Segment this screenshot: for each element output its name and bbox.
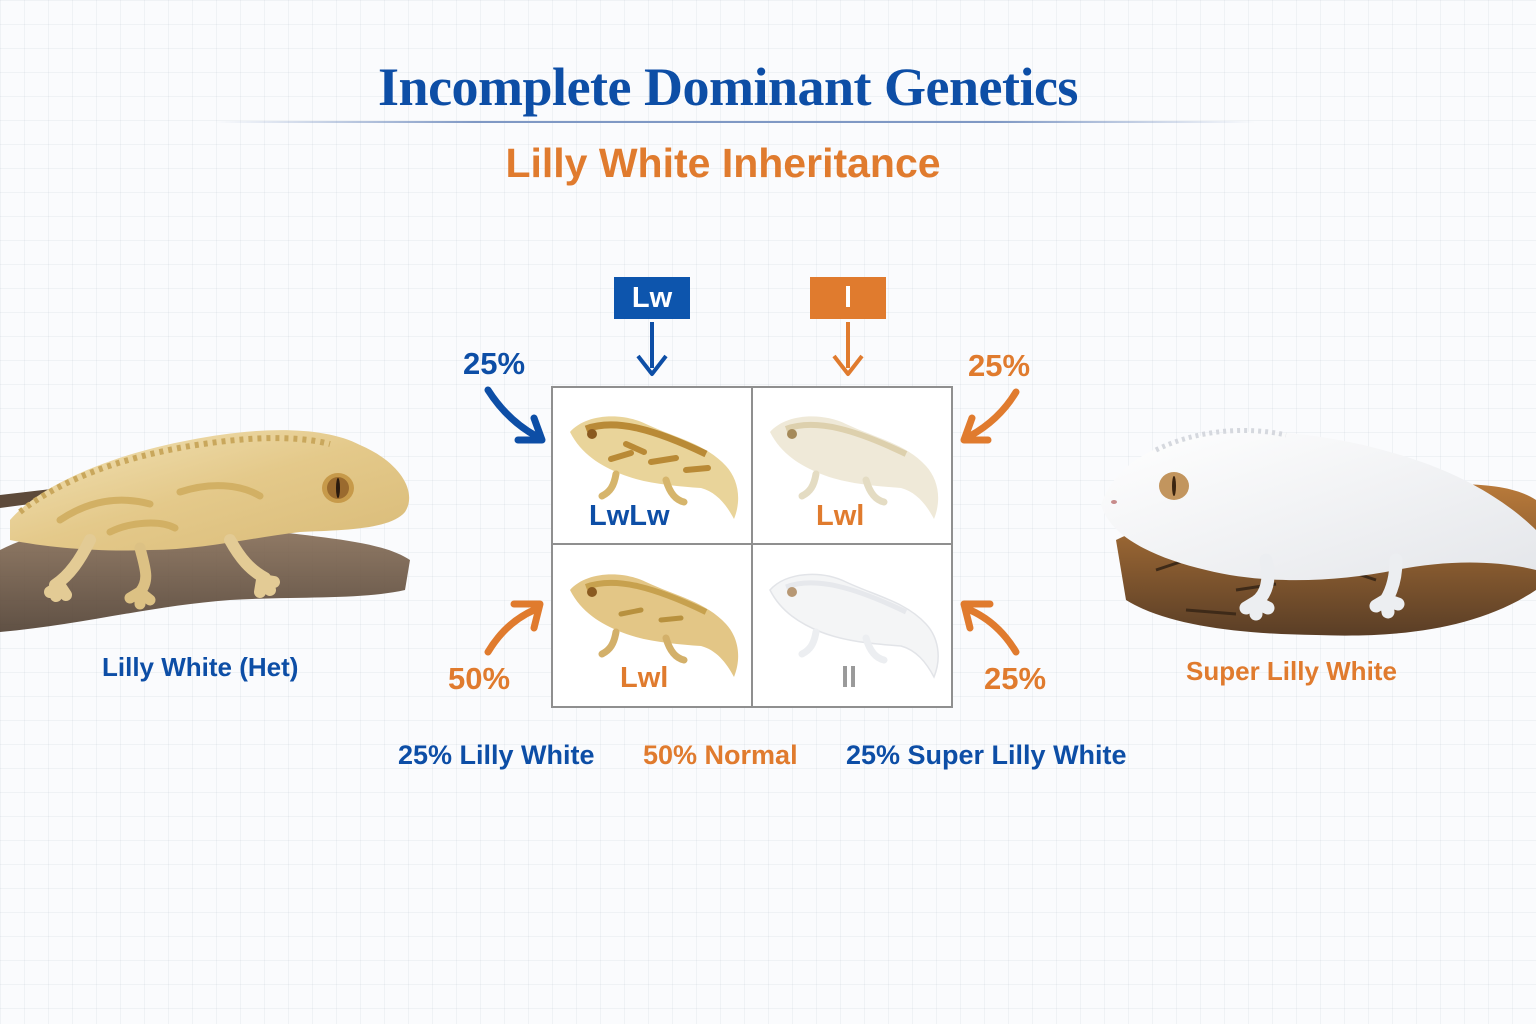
summary-lilly-white: 25% Lilly White	[398, 740, 595, 770]
top-right-percentage: 25%	[968, 348, 1031, 383]
cell-genotype-label: ll	[841, 662, 858, 694]
lwl-gecko-image	[770, 416, 939, 519]
bottom-left-percentage: 50%	[448, 661, 511, 696]
page-subtitle: Lilly White Inheritance	[505, 140, 941, 186]
cell-genotype-label: Lwl	[816, 500, 865, 532]
allele-lw-box: Lw	[614, 277, 690, 319]
left-parent-label: Lilly White (Het)	[102, 652, 299, 682]
down-arrow-icon	[832, 322, 864, 376]
lwlw-gecko-image	[570, 416, 739, 519]
page-title: Incomplete Dominant Genetics	[378, 57, 1078, 117]
top-left-percentage: 25%	[463, 346, 526, 381]
diagonal-arrow-icon	[960, 600, 1020, 656]
allele-l-box: l	[810, 277, 886, 319]
summary-normal: 50% Normal	[643, 740, 798, 770]
diagonal-arrow-icon	[484, 600, 544, 656]
super-lilly-white-gecko-image	[1101, 427, 1536, 636]
summary-super-lilly-white: 25% Super Lilly White	[846, 740, 1127, 770]
grid-divider	[751, 386, 753, 708]
diagonal-arrow-icon	[484, 386, 546, 444]
right-parent-label: Super Lilly White	[1186, 656, 1397, 686]
ll-gecko-image	[769, 573, 939, 679]
lwl-gecko-image	[570, 574, 739, 677]
cell-genotype-label: LwLw	[589, 500, 670, 532]
lilly-white-het-gecko-image	[0, 430, 410, 632]
title-divider	[215, 121, 1255, 123]
grid-divider	[551, 543, 953, 545]
down-arrow-icon	[636, 322, 668, 376]
cell-genotype-label: Lwl	[620, 662, 669, 694]
bottom-right-percentage: 25%	[984, 661, 1047, 696]
diagonal-arrow-icon	[960, 388, 1020, 444]
